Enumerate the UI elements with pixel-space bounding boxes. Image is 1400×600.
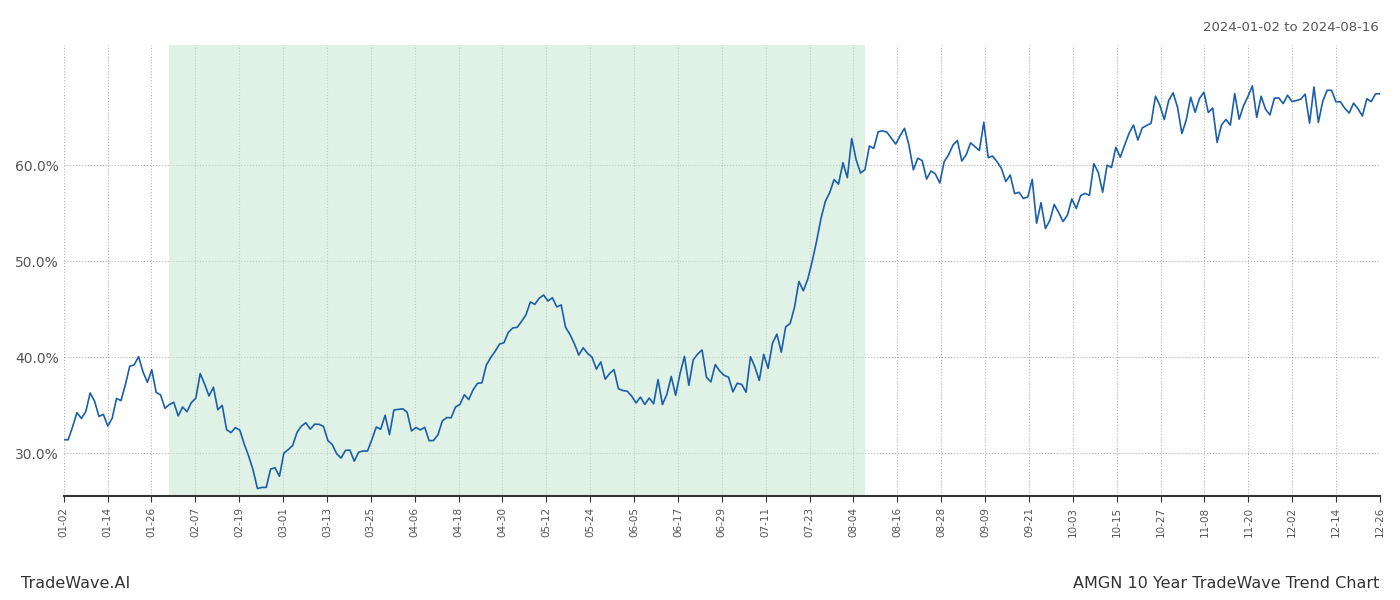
- Bar: [169, 45, 865, 496]
- Text: AMGN 10 Year TradeWave Trend Chart: AMGN 10 Year TradeWave Trend Chart: [1072, 576, 1379, 591]
- Text: TradeWave.AI: TradeWave.AI: [21, 576, 130, 591]
- Text: 2024-01-02 to 2024-08-16: 2024-01-02 to 2024-08-16: [1203, 21, 1379, 34]
